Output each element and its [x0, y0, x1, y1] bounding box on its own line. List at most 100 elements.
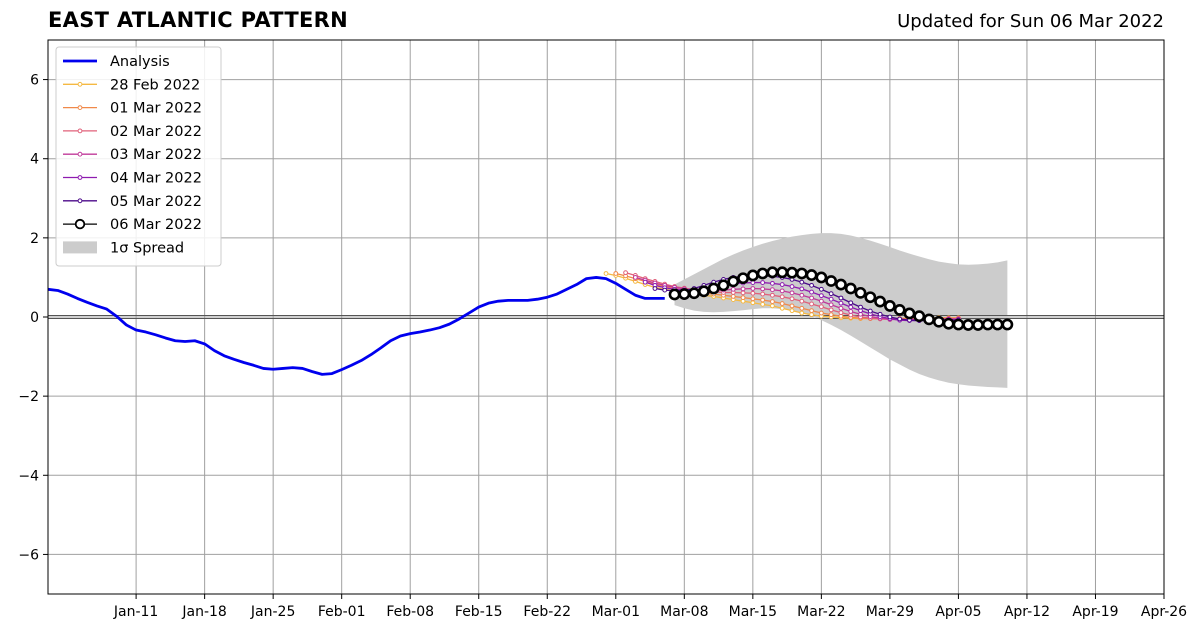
forecast-point [776, 266, 789, 279]
x-tick-label: Jan-11 [113, 604, 158, 620]
forecast-point [697, 285, 710, 298]
forecast-point [799, 279, 805, 285]
forecast-point [962, 319, 975, 331]
forecast-point [789, 290, 795, 296]
forecast-point [770, 292, 775, 298]
forecast-point [809, 295, 814, 301]
forecast-point [727, 275, 740, 288]
forecast-point [750, 286, 756, 291]
forecast-point [730, 286, 736, 292]
forecast-point [848, 309, 854, 314]
forecast-point [809, 301, 814, 307]
analysis-line [47, 276, 665, 376]
forecast-point [632, 275, 638, 280]
forecast-point [770, 303, 775, 309]
forecast-point [799, 305, 805, 311]
forecast-point [799, 286, 805, 292]
forecast-point [815, 271, 828, 284]
zero-line-group [48, 315, 1164, 319]
forecast-point [848, 300, 854, 306]
forecast-point [981, 318, 994, 331]
legend-marker [77, 198, 83, 204]
forecast-point [867, 308, 873, 314]
forecast-point [786, 266, 798, 279]
legend-label: 02 Mar 2022 [110, 124, 202, 140]
forecast-point [838, 310, 844, 316]
x-tick-label: Mar-08 [660, 604, 708, 620]
legend-box [55, 46, 222, 267]
x-tick-label: Mar-15 [729, 604, 777, 620]
forecast-series-group [603, 266, 1014, 331]
forecast-point [603, 271, 609, 276]
forecast-point [818, 293, 824, 299]
y-tick-label: −4 [18, 468, 39, 484]
forecast-point [799, 310, 805, 316]
forecast-point [770, 280, 775, 286]
x-tick-label: Feb-08 [386, 604, 434, 620]
forecast-point [707, 282, 720, 295]
forecast-point [623, 270, 628, 276]
legend-label: 03 Mar 2022 [110, 147, 202, 163]
forecast-point [668, 288, 681, 301]
y-tick-label: −6 [18, 547, 39, 563]
legend-label: 1σ Spread [110, 240, 184, 256]
legend-marker [77, 81, 83, 87]
forecast-point [779, 282, 785, 287]
forecast-point [760, 301, 766, 307]
x-tick-label: Feb-01 [318, 604, 366, 620]
x-tick-label: Feb-22 [523, 604, 571, 620]
forecast-point [766, 266, 779, 279]
forecast-point [789, 296, 795, 302]
forecast-point [750, 290, 756, 296]
forecast-point [903, 307, 916, 320]
legend-label: Analysis [110, 54, 170, 70]
x-tick-label: Mar-29 [866, 604, 914, 620]
forecast-point [828, 302, 834, 308]
legend-label: 28 Feb 2022 [110, 77, 200, 93]
forecast-point [848, 304, 854, 310]
forecast-point [991, 318, 1004, 331]
forecast-point [756, 267, 769, 280]
forecast-point [942, 317, 955, 330]
forecast-point [740, 286, 746, 292]
x-tick-label: Mar-22 [797, 604, 845, 620]
forecast-point [737, 272, 749, 285]
forecast-point [770, 299, 775, 304]
x-tick-label: Apr-19 [1072, 604, 1118, 620]
forecast-point [838, 295, 844, 301]
forecast-point [828, 291, 834, 297]
legend-label: 04 Mar 2022 [110, 171, 202, 187]
legend-marker [77, 128, 83, 134]
forecast-point [825, 275, 838, 287]
x-tick-label: Mar-01 [592, 604, 640, 620]
legend-label: 05 Mar 2022 [110, 194, 202, 210]
forecast-point [809, 308, 814, 314]
forecast-point [809, 312, 814, 318]
chart-subtitle: Updated for Sun 06 Mar 2022 [897, 11, 1164, 32]
forecast-point [952, 318, 965, 331]
forecast-point [809, 289, 814, 295]
forecast-point [923, 313, 935, 326]
forecast-point [805, 269, 818, 281]
forecast-point [897, 316, 903, 322]
forecast-point [887, 314, 893, 320]
forecast-point [1001, 318, 1014, 331]
legend-marker [77, 151, 83, 157]
forecast-point [779, 288, 785, 294]
forecast-point [818, 286, 824, 292]
forecast-point [730, 294, 736, 299]
forecast-point [642, 279, 648, 285]
forecast-point [838, 300, 844, 306]
forecast-point [883, 300, 896, 312]
y-tick-label: −2 [18, 389, 39, 405]
legend-swatch [63, 241, 97, 254]
forecast-point [854, 286, 867, 299]
forecast-point [779, 305, 785, 311]
x-tick-label: Feb-15 [455, 604, 503, 620]
forecast-point [750, 300, 756, 306]
x-tick-label: Apr-05 [935, 604, 981, 620]
forecast-point [789, 308, 795, 314]
forecast-point [688, 287, 701, 300]
forecast-point [799, 298, 805, 304]
x-tick-label: Jan-25 [250, 604, 295, 620]
